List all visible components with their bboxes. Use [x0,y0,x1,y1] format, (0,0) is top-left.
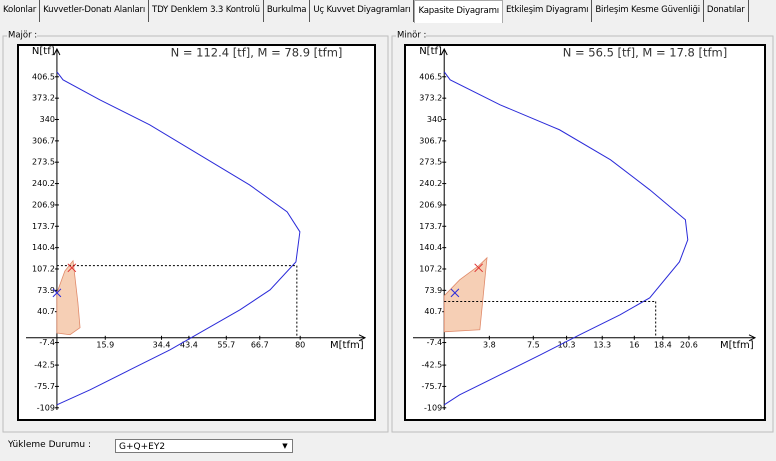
tab-bar: Kolonlar Kuvvetler-Donatı Alanları TDY Den… [0,0,776,23]
tab[interactable]: Etkileşim Diyagramı [503,0,593,22]
y-tick-label: -7.4 [427,338,443,347]
y-tick-label: 373.2 [32,94,55,103]
load-case-dropdown[interactable]: G+Q+EY2 ▼ [115,439,293,453]
interaction-curve [443,71,689,406]
y-tick-label: -109 [424,403,442,412]
y-tick-label: 107.2 [32,264,55,273]
y-axis-label: N[tf] [419,46,442,57]
tab[interactable]: Uç Kuvvet Diyagramları [310,0,415,22]
y-tick-label: 40.7 [37,307,55,316]
x-tick-label: 34.4 [153,340,171,349]
y-tick-label: 240.2 [419,179,442,188]
y-tick-label: -42.5 [422,361,443,370]
x-tick-label: 66.7 [251,340,269,349]
y-tick-label: 173.7 [419,222,442,231]
y-tick-label: 140.4 [32,243,55,252]
group-title-bg [7,30,37,42]
x-tick-label: 18.4 [654,340,672,349]
y-tick-label: 73.9 [424,286,442,295]
dropdown-arrow[interactable]: ▼ [282,442,288,450]
tab[interactable]: Kapasite Diyagramı [414,0,503,23]
y-tick-label: -75.7 [34,382,55,391]
x-tick-label: 7.5 [527,340,540,349]
y-tick-label: 340 [40,115,55,124]
x-tick-label: 13.3 [593,340,611,349]
plot-frame [17,44,376,421]
x-tick-label: 15.9 [96,340,114,349]
tab[interactable]: Donatılar [704,0,749,22]
y-tick-label: 107.2 [419,264,442,273]
tab[interactable]: Kolonlar [0,0,41,22]
y-tick-label: 406.5 [419,72,442,81]
y-tick-label: -42.5 [34,361,55,370]
tab[interactable]: TDY Denklem 3.3 Kontrolü [149,0,264,22]
interaction-curve [56,71,301,406]
annotation: N = 56.5 [tf], M = 17.8 [tfm] [563,46,728,60]
x-axis-label: M[tfm] [330,340,364,351]
y-tick-label: 306.7 [419,136,442,145]
x-tick-label: 43.4 [180,340,198,349]
group-title: Majör : [8,31,37,41]
y-tick-label: 206.9 [32,200,55,209]
y-tick-label: 73.9 [37,286,55,295]
x-tick-label: 20.6 [680,340,698,349]
load-region [56,259,81,336]
group-title: Minör : [397,31,426,41]
x-tick-label: 55.7 [217,340,235,349]
y-tick-label: 306.7 [32,136,55,145]
y-tick-label: 173.7 [32,222,55,231]
footer-label: Yükleme Durumu : [8,440,91,450]
x-tick-label: 10.3 [558,340,576,349]
tab[interactable]: Kuvvetler-Donatı Alanları [40,0,150,22]
y-tick-label: 240.2 [32,179,55,188]
load-marker [450,288,460,298]
x-axis-label: M[tfm] [720,340,754,351]
y-axis-label: N[tf] [32,46,55,57]
y-tick-label: -7.4 [39,338,55,347]
y-axis-arrow [440,47,448,56]
plot-frame [404,44,766,421]
x-tick-label: 3.8 [483,340,496,349]
group-box [2,35,389,433]
y-tick-label: 273.5 [419,158,442,167]
dropdown-value: G+Q+EY2 [119,442,166,452]
x-tick-label: 80 [295,340,305,349]
load-marker [67,263,77,273]
tab[interactable]: Burkulma [264,0,311,22]
y-tick-label: 273.5 [32,158,55,167]
group-box [391,35,774,433]
y-tick-label: 40.7 [424,307,442,316]
y-tick-label: 406.5 [32,72,55,81]
y-tick-label: 206.9 [419,200,442,209]
tab[interactable]: Birleşim Kesme Güvenliği [592,0,704,22]
y-tick-label: 140.4 [419,243,442,252]
x-tick-label: 16 [629,340,639,349]
load-marker [52,288,62,298]
y-tick-label: -109 [37,403,55,412]
annotation: N = 112.4 [tf], M = 78.9 [tfm] [171,46,343,60]
y-axis-arrow [53,47,61,56]
y-tick-label: 340 [427,115,442,124]
y-tick-label: -75.7 [422,382,443,391]
load-marker [474,263,484,273]
group-title-bg [396,30,426,42]
x-axis-arrow [358,334,367,342]
y-tick-label: 373.2 [419,94,442,103]
x-axis-arrow [748,334,757,342]
load-region [443,256,488,333]
